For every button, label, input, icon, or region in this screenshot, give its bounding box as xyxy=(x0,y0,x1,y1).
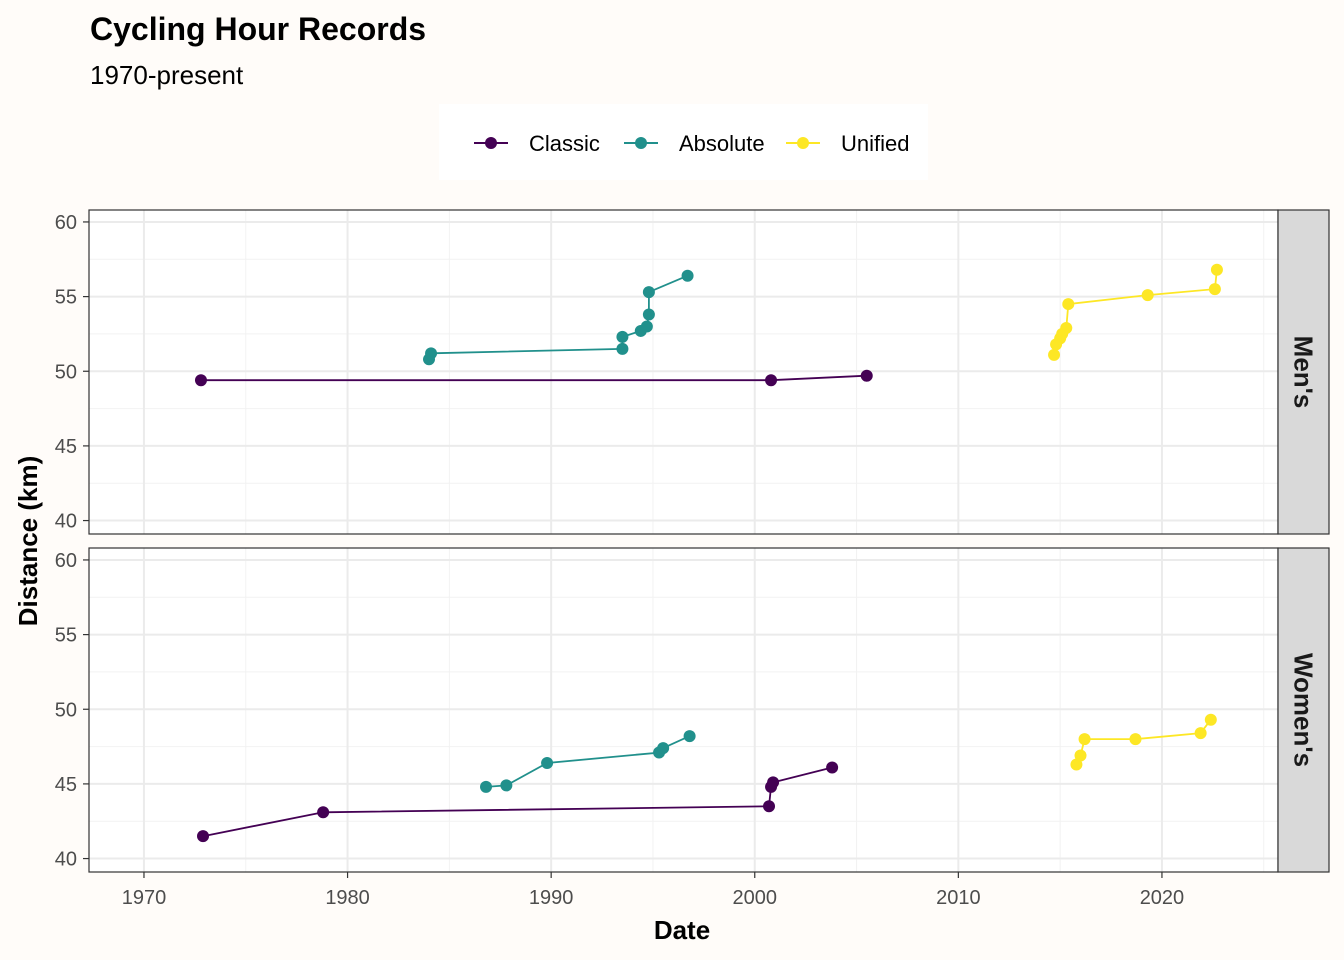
data-point xyxy=(1194,727,1207,740)
data-point xyxy=(1129,733,1142,746)
facet-label: Women's xyxy=(1289,653,1319,767)
data-point xyxy=(480,780,493,793)
data-point xyxy=(541,757,554,770)
panel: 40 45 50 55 60 Women's xyxy=(55,547,1330,873)
y-tick-label: 60 xyxy=(55,212,77,234)
legend-key-point xyxy=(635,137,647,149)
x-tick-label: 1970 xyxy=(122,887,167,909)
data-point xyxy=(1048,348,1061,361)
facet-panels: 40 45 50 55 60 Men's 40 45 50 55 60 Women's xyxy=(55,209,1330,873)
y-tick-label: 50 xyxy=(55,699,77,721)
data-point xyxy=(1070,758,1083,771)
data-point xyxy=(1074,749,1087,762)
facet-strip xyxy=(1277,209,1330,535)
data-point xyxy=(657,742,670,755)
data-point xyxy=(317,806,330,819)
series-absolute xyxy=(423,269,694,366)
legend: Classic Absolute Unified xyxy=(439,104,928,180)
x-tick-label: 1980 xyxy=(325,887,370,909)
data-point xyxy=(642,286,655,299)
data-point xyxy=(500,779,513,792)
chart-title: Cycling Hour Records xyxy=(90,11,426,47)
data-point xyxy=(425,347,438,360)
data-point xyxy=(197,830,210,843)
series-unified xyxy=(1048,263,1223,361)
data-point xyxy=(826,761,839,774)
series-line xyxy=(202,766,833,838)
data-point xyxy=(681,269,694,282)
y-axis-title: Distance (km) xyxy=(13,456,43,627)
x-tick-label: 2000 xyxy=(733,887,778,909)
y-tick-label: 55 xyxy=(55,625,77,647)
legend-background xyxy=(439,104,928,180)
data-point xyxy=(1204,713,1217,726)
x-tick-label: 1990 xyxy=(529,887,574,909)
data-point xyxy=(860,369,873,382)
chart-subtitle: 1970-present xyxy=(90,60,244,90)
y-tick-label: 45 xyxy=(55,774,77,796)
data-point xyxy=(642,308,655,321)
legend-key-point xyxy=(485,137,497,149)
y-tick-label: 55 xyxy=(55,287,77,309)
facet-strip xyxy=(1277,547,1330,873)
y-tick-label: 40 xyxy=(55,849,77,871)
data-point xyxy=(767,776,780,789)
data-point xyxy=(1208,283,1221,296)
data-point xyxy=(765,374,778,387)
series-classic xyxy=(197,761,839,843)
data-point xyxy=(683,730,696,743)
series-classic xyxy=(194,369,873,387)
panel: 40 45 50 55 60 Men's xyxy=(55,209,1330,535)
data-point xyxy=(1060,321,1073,334)
y-tick-label: 45 xyxy=(55,436,77,458)
data-point xyxy=(1210,263,1223,276)
data-point xyxy=(1062,298,1075,311)
data-point xyxy=(616,330,629,343)
x-axis-title: Date xyxy=(654,915,710,945)
legend-key-point xyxy=(797,137,809,149)
data-point xyxy=(616,342,629,355)
series-absolute xyxy=(480,730,696,793)
facet-label: Men's xyxy=(1289,336,1319,409)
legend-label: Unified xyxy=(841,131,909,156)
y-tick-label: 40 xyxy=(55,511,77,533)
data-point xyxy=(763,800,776,813)
series-unified xyxy=(1070,713,1217,771)
x-tick-label: 2010 xyxy=(936,887,981,909)
x-tick-label: 2020 xyxy=(1140,887,1185,909)
y-tick-label: 50 xyxy=(55,361,77,383)
data-point xyxy=(1141,289,1154,302)
x-axis: 1970 1980 1990 2000 2010 2020 xyxy=(122,872,1184,909)
data-point xyxy=(194,374,207,387)
data-point xyxy=(640,320,653,333)
legend-label: Classic xyxy=(529,131,600,156)
y-tick-label: 60 xyxy=(55,550,77,572)
data-point xyxy=(1078,733,1091,746)
legend-label: Absolute xyxy=(679,131,765,156)
